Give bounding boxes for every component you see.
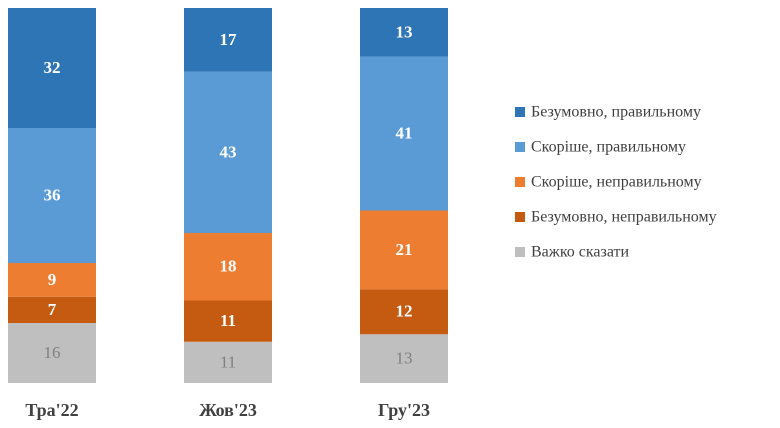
x-tick-label: Жов'23: [199, 400, 257, 420]
value-label: 17: [220, 30, 238, 49]
value-label: 13: [396, 22, 413, 41]
value-label: 16: [44, 343, 61, 362]
bar-segment: [184, 71, 272, 233]
bar-segment: [8, 263, 96, 297]
value-label: 21: [396, 240, 413, 259]
bar-segment: [360, 210, 448, 290]
bar-segment: [8, 128, 96, 263]
x-tick-label: Тра'22: [25, 400, 78, 420]
value-label: 9: [48, 270, 57, 289]
value-label: 11: [220, 352, 236, 371]
value-label: 32: [44, 58, 61, 77]
legend-marker: [515, 142, 525, 152]
legend-marker: [515, 247, 525, 257]
value-label: 7: [48, 300, 57, 319]
bar-segment: [360, 8, 448, 57]
legend-label: Скоріше, неправильному: [531, 174, 702, 191]
bar-segment: [184, 341, 272, 383]
bar-segment: [184, 233, 272, 301]
value-label: 36: [44, 185, 61, 204]
bar-segment: [360, 334, 448, 383]
x-tick-label: Гру'23: [378, 400, 430, 420]
legend-marker: [515, 177, 525, 187]
legend-label: Важко сказати: [531, 244, 630, 261]
value-label: 18: [220, 257, 237, 276]
legend-marker: [515, 107, 525, 117]
bar-segment: [184, 8, 272, 72]
legend-label: Скоріше, правильному: [531, 139, 686, 156]
legend-label: Безумовно, правильному: [531, 104, 701, 121]
bar-segment: [360, 289, 448, 335]
bar-segment: [8, 323, 96, 383]
legend-marker: [515, 212, 525, 222]
bar-segment: [184, 300, 272, 342]
value-label: 13: [396, 349, 413, 368]
legend-label: Безумовно, неправильному: [531, 209, 717, 226]
value-label: 11: [220, 311, 236, 330]
value-label: 12: [396, 302, 413, 321]
bar-segment: [8, 8, 96, 128]
bar-segment: [360, 56, 448, 211]
value-label: 43: [220, 142, 237, 161]
bar-segment: [8, 296, 96, 323]
value-label: 41: [396, 124, 413, 143]
